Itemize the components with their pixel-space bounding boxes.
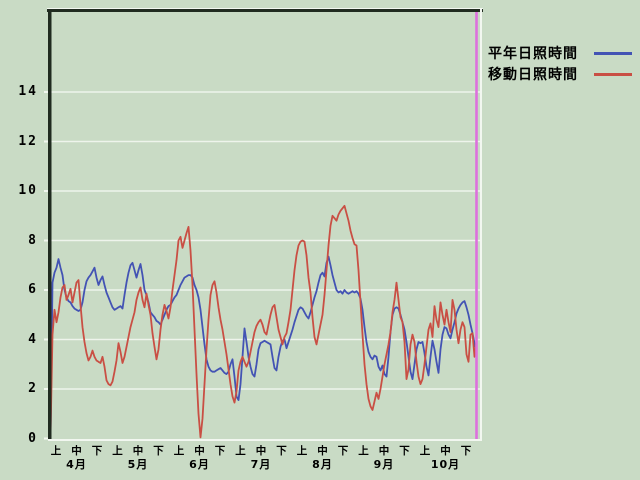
x-period-label-3: 上 [112, 445, 123, 457]
legend-item-moving: 移動日照時間 [488, 64, 633, 85]
x-period-label-11: 下 [276, 445, 287, 457]
x-period-label-12: 上 [296, 445, 308, 457]
x-period-label-8: 下 [214, 445, 226, 457]
month-label-7月: 7月 [250, 458, 272, 471]
x-period-label-9: 上 [235, 445, 246, 457]
legend-line-red-icon [594, 72, 633, 76]
legend-label-moving: 移動日照時間 [488, 66, 578, 82]
frame-top-highlight [47, 8, 483, 9]
y-axis-label-14: 14 [18, 84, 38, 99]
month-label-4月: 4月 [66, 458, 87, 471]
x-period-label-16: 中 [378, 445, 390, 457]
x-period-label-15: 上 [358, 445, 369, 457]
y-axis-label-2: 2 [28, 381, 38, 396]
x-period-label-14: 下 [337, 445, 349, 457]
x-period-label-13: 中 [317, 445, 328, 457]
y-axis-label-6: 6 [28, 282, 38, 297]
legend-item-normal: 平年日照時間 [488, 43, 633, 64]
x-period-label-18: 上 [419, 445, 431, 457]
x-period-label-20: 下 [460, 445, 472, 457]
x-period-label-0: 上 [50, 445, 62, 457]
legend: 平年日照時間 移動日照時間 [488, 43, 633, 85]
x-period-label-2: 下 [91, 445, 103, 457]
month-label-9月: 9月 [373, 458, 395, 471]
y-axis-label-0: 0 [28, 430, 38, 446]
month-label-6月: 6月 [189, 458, 210, 471]
series-line-normal [49, 255, 478, 437]
x-period-label-10: 中 [255, 445, 267, 457]
y-axis-label-8: 8 [28, 232, 38, 248]
y-axis-label-10: 10 [18, 183, 38, 198]
frame-bottom-edge [48, 439, 482, 441]
month-label-5月: 5月 [127, 458, 149, 471]
frame-left-edge [48, 9, 52, 439]
series-line-moving [49, 204, 478, 439]
month-label-8月: 8月 [312, 458, 333, 471]
month-label-10月: 10月 [430, 458, 461, 471]
x-period-label-17: 下 [399, 445, 410, 457]
x-period-label-5: 下 [153, 445, 164, 457]
frame-right-edge [480, 9, 482, 441]
x-period-label-4: 中 [132, 445, 144, 457]
x-period-label-7: 中 [194, 445, 205, 457]
legend-label-normal: 平年日照時間 [488, 45, 578, 61]
x-period-label-19: 中 [440, 445, 451, 457]
frame-top-edge [47, 9, 483, 12]
x-period-label-1: 中 [71, 445, 82, 457]
y-axis-label-12: 12 [18, 133, 38, 149]
y-axis-label-4: 4 [28, 331, 38, 347]
x-period-label-6: 上 [173, 445, 185, 457]
legend-line-blue-icon [594, 51, 633, 55]
